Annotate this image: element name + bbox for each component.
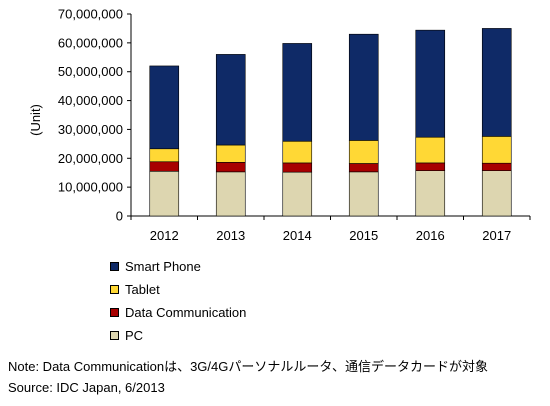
x-tick-label: 2013	[216, 228, 245, 243]
x-tick-label: 2016	[416, 228, 445, 243]
y-tick-label: 50,000,000	[58, 64, 123, 79]
bar-segment-tablet	[149, 148, 180, 163]
legend-item-smart-phone: Smart Phone	[110, 255, 246, 277]
y-tick-label: 0	[116, 209, 123, 224]
y-tick-label: 20,000,000	[58, 151, 123, 166]
y-tick-label: 30,000,000	[58, 122, 123, 137]
bar-segment-pc	[415, 170, 446, 217]
bar-segment-tablet	[348, 140, 379, 164]
bar-segment-pc	[282, 171, 313, 217]
bar-segment-smart-phone	[282, 43, 313, 142]
bar-segment-pc	[348, 171, 379, 217]
bar-segment-data-communication	[348, 163, 379, 173]
bar-segment-smart-phone	[348, 33, 379, 141]
y-axis-title: (Unit)	[28, 104, 43, 136]
legend-label: Data Communication	[125, 304, 247, 320]
bar-segment-pc	[149, 170, 180, 217]
y-tick-label: 60,000,000	[58, 35, 123, 50]
legend: Smart Phone Tablet Data Communication PC	[110, 255, 246, 347]
legend-label: Smart Phone	[125, 258, 201, 274]
legend-label: Tablet	[125, 281, 160, 297]
bar-segment-tablet	[282, 140, 313, 164]
bar-segment-pc	[215, 171, 246, 217]
x-tick-label: 2014	[283, 228, 312, 243]
bar-segment-data-communication	[149, 161, 180, 172]
legend-label: PC	[125, 327, 144, 343]
stacked-bar-chart: 0 10,000,000 20,000,000 30,000,000 40,000,00…	[28, 7, 531, 243]
legend-swatch-pc	[110, 330, 119, 340]
y-axis: 0 10,000,000 20,000,000 30,000,000 40,000,00…	[58, 7, 132, 224]
bar-segment-data-communication	[481, 162, 512, 171]
bar-segment-pc	[481, 170, 512, 217]
legend-item-data-communication: Data Communication	[110, 301, 246, 323]
x-tick-label: 2017	[482, 228, 511, 243]
bar-segment-data-communication	[215, 162, 246, 173]
legend-swatch-smart-phone	[110, 261, 119, 271]
chart-note: Note: Data Communicationは、3G/4Gパーソナルルータ、…	[8, 356, 488, 398]
bar-segment-smart-phone	[215, 54, 246, 146]
bar-segment-data-communication	[282, 162, 313, 173]
bar-segment-smart-phone	[415, 29, 446, 138]
bar-segment-tablet	[481, 136, 512, 164]
x-tick-label: 2012	[150, 228, 179, 243]
y-tick-label: 70,000,000	[58, 7, 123, 22]
note-line: Note: Data Communicationは、3G/4Gパーソナルルータ、…	[8, 359, 488, 374]
bar-segment-smart-phone	[149, 65, 180, 150]
x-tick-label: 2015	[349, 228, 378, 243]
bar-segment-smart-phone	[481, 28, 512, 137]
bar-segment-data-communication	[415, 162, 446, 171]
bar-segment-tablet	[415, 136, 446, 164]
bar-segment-tablet	[215, 144, 246, 163]
legend-swatch-data-communication	[110, 307, 119, 317]
legend-item-tablet: Tablet	[110, 278, 246, 300]
x-axis: 2012 2013 2014 2015 2016 2017	[130, 215, 531, 243]
bars	[149, 28, 512, 217]
y-tick-label: 10,000,000	[58, 180, 123, 195]
legend-swatch-tablet	[110, 284, 119, 294]
y-tick-label: 40,000,000	[58, 93, 123, 108]
source-line: Source: IDC Japan, 6/2013	[8, 380, 165, 395]
legend-item-pc: PC	[110, 324, 246, 346]
